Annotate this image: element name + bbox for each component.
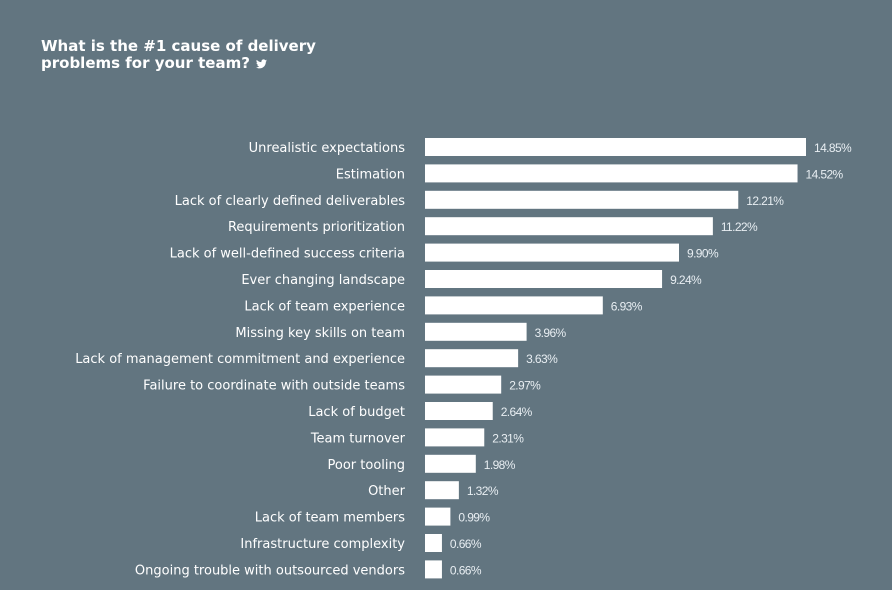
bar <box>425 190 739 209</box>
category-label: Lack of management commitment and experi… <box>75 352 405 367</box>
bar <box>425 481 459 500</box>
bar <box>425 349 519 368</box>
category-label: Lack of well-defined success criteria <box>170 247 405 262</box>
value-label: 11.22% <box>721 220 758 234</box>
chart-title-line-2: problems for your team? <box>41 55 316 72</box>
bar <box>425 138 806 156</box>
chart-title-line-2-text: problems for your team? <box>41 54 250 72</box>
category-label: Ongoing trouble with outsourced vendors <box>135 563 405 578</box>
bar <box>425 507 451 526</box>
category-label: Lack of team members <box>255 511 405 526</box>
bar <box>425 428 485 447</box>
value-label: 0.66% <box>450 563 482 577</box>
category-label: Lack of clearly defined deliverables <box>175 194 406 209</box>
value-label: 0.66% <box>450 537 482 551</box>
bar <box>425 296 603 315</box>
value-label: 14.52% <box>806 167 844 181</box>
bar <box>425 534 442 552</box>
bar <box>425 454 476 473</box>
bar <box>425 560 442 579</box>
category-label: Failure to coordinate with outside teams <box>143 379 405 394</box>
bar <box>425 402 493 420</box>
category-label: Other <box>368 484 406 499</box>
chart-title: What is the #1 cause of delivery problem… <box>41 38 316 72</box>
value-label: 9.24% <box>670 273 702 287</box>
category-label: Infrastructure complexity <box>240 537 405 552</box>
bar <box>425 217 713 236</box>
value-label: 1.32% <box>467 484 499 498</box>
bar <box>425 375 502 394</box>
bar <box>425 243 679 262</box>
category-label: Ever changing landscape <box>241 273 405 288</box>
chart-title-line-1: What is the #1 cause of delivery <box>41 37 316 55</box>
value-label: 14.85% <box>814 141 852 155</box>
value-label: 3.63% <box>526 352 558 366</box>
value-label: 0.99% <box>458 511 490 525</box>
value-label: 2.97% <box>509 379 541 393</box>
category-label: Unrealistic expectations <box>249 141 406 156</box>
bar <box>425 270 663 288</box>
category-label: Requirements prioritization <box>228 220 405 235</box>
value-label: 12.21% <box>746 194 784 208</box>
twitter-icon[interactable] <box>255 59 267 69</box>
value-label: 6.93% <box>611 299 643 313</box>
category-label: Estimation <box>336 167 405 182</box>
bar <box>425 322 527 341</box>
category-label: Lack of team experience <box>244 299 405 314</box>
value-label: 2.64% <box>501 405 533 419</box>
bar <box>425 164 798 183</box>
value-label: 3.96% <box>535 326 567 340</box>
category-label: Poor tooling <box>328 458 405 473</box>
value-label: 9.90% <box>687 247 719 261</box>
category-label: Lack of budget <box>308 405 405 420</box>
value-label: 1.98% <box>484 458 516 472</box>
value-label: 2.31% <box>492 431 524 445</box>
category-label: Missing key skills on team <box>235 326 405 341</box>
category-label: Team turnover <box>310 431 406 446</box>
